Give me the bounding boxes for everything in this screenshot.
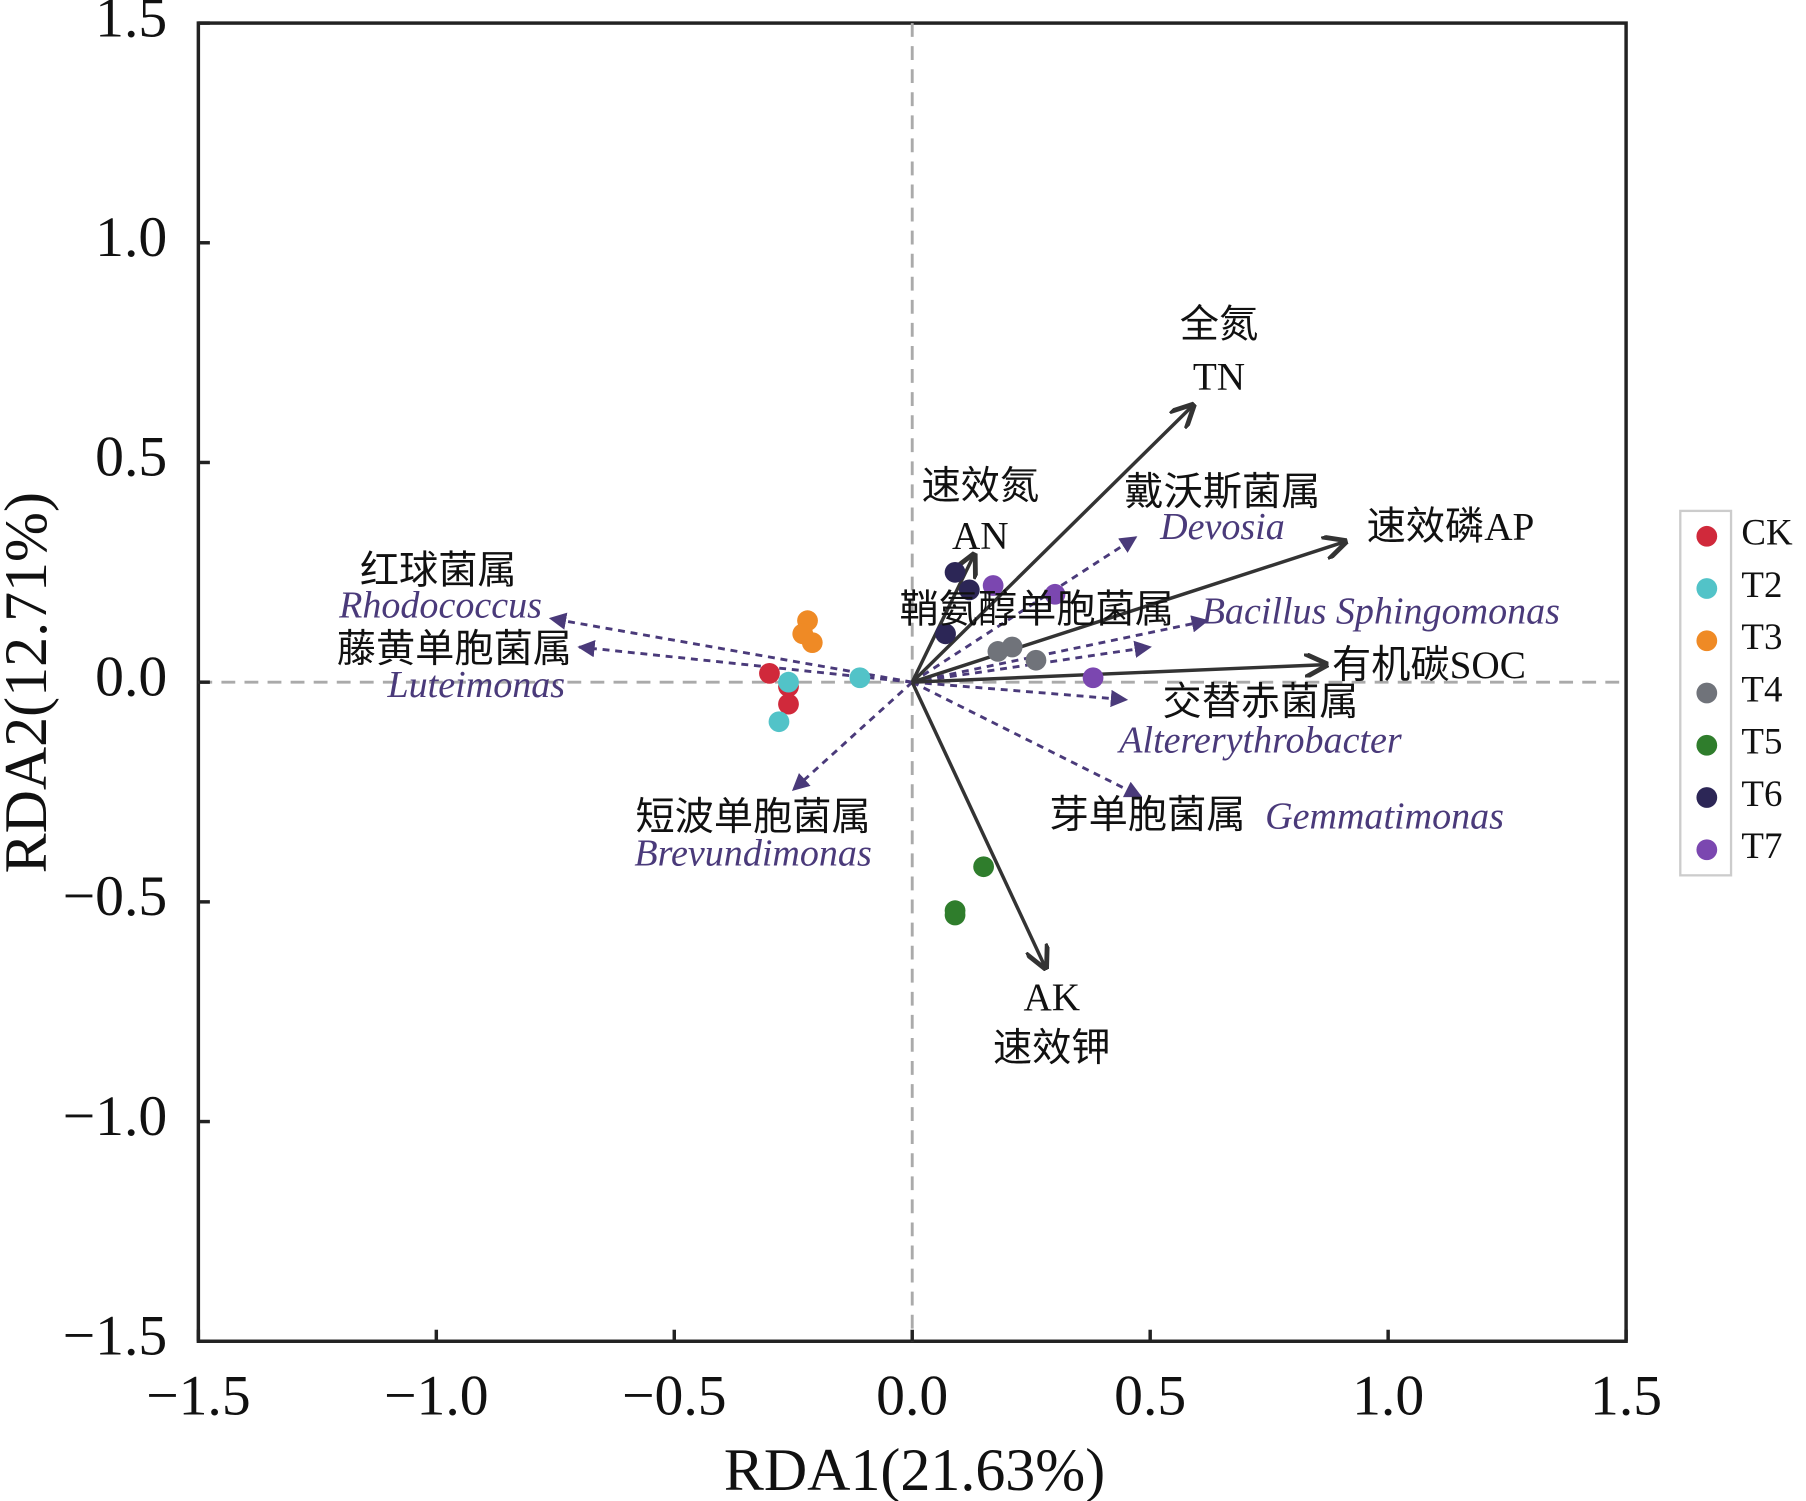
env-vector-AP	[911, 542, 1345, 684]
legend-label-t2: T2	[1741, 564, 1782, 605]
label-an-en: AN	[952, 515, 1009, 558]
x-tick-label: −1.0	[384, 1364, 489, 1427]
legend-label-t4: T4	[1741, 668, 1782, 709]
x-tick-label: 1.0	[1352, 1364, 1424, 1427]
label-sphingomonas-cn: 鞘氨醇单胞菌属	[900, 589, 1174, 632]
legend-marker-t6	[1696, 787, 1718, 808]
label-ap: 速效磷AP	[1367, 506, 1535, 549]
genus-vector-rhodococcus	[548, 612, 913, 684]
y-tick-label: −1.0	[63, 1085, 168, 1148]
label-devosia-cn: 戴沃斯菌属	[1124, 471, 1320, 514]
label-gemmatimonas-cn: 芽单胞菌属	[1049, 794, 1245, 837]
legend-label-ck: CK	[1741, 512, 1793, 553]
label-luteimonas-en: Luteimonas	[387, 664, 566, 706]
legend-marker-t2	[1696, 578, 1718, 599]
y-tick-label: 1.5	[95, 0, 167, 49]
y-tick-label: −1.5	[63, 1304, 168, 1367]
genus-vector-altererythrobacter	[912, 680, 1129, 708]
legend-label-t5: T5	[1741, 721, 1782, 762]
genus-vector-gemmatimonas	[911, 680, 1143, 798]
genus-vector-devosia	[911, 535, 1138, 684]
env-vector-TN	[911, 405, 1193, 684]
label-soc: 有机碳SOC	[1332, 644, 1526, 687]
point-t7	[1044, 583, 1066, 605]
label-altererythrobacter-cn: 交替赤菌属	[1162, 681, 1358, 724]
point-t4	[1025, 649, 1047, 671]
x-tick-label: −1.5	[146, 1364, 251, 1427]
label-rhodococcus-cn: 红球菌属	[360, 549, 517, 592]
point-t7	[1082, 667, 1104, 689]
point-t2	[778, 671, 799, 693]
genus-vector-brevundimonas	[791, 681, 914, 791]
legend-label-t7: T7	[1741, 825, 1782, 866]
legend-box	[1679, 509, 1733, 877]
x-axis-title: RDA1(21.63%)	[724, 1437, 1105, 1501]
point-t4	[1001, 636, 1023, 658]
y-axis-title: RDA2(12.71%)	[0, 492, 59, 873]
label-ak-en: AK	[1023, 976, 1080, 1019]
env-vector-SOC	[912, 665, 1326, 684]
point-ck	[778, 693, 799, 715]
label-brevundimonas-en: Brevundimonas	[634, 833, 871, 875]
point-t3	[801, 632, 823, 654]
env-vector-AK	[910, 681, 1045, 968]
point-t2	[849, 667, 871, 689]
x-tick-label: 0.0	[876, 1364, 948, 1427]
point-t5	[944, 904, 966, 926]
legend-marker-ck	[1696, 525, 1718, 547]
label-rhodococcus-en: Rhodococcus	[338, 585, 542, 627]
y-tick-label: −0.5	[63, 865, 168, 928]
legend-marker-t4	[1696, 682, 1718, 704]
legend: CK T2 T3 T4 T5 T6 T7	[1679, 509, 1793, 877]
y-tick-label: 0.5	[95, 426, 167, 489]
label-altererythrobacter-en: Altererythrobacter	[1116, 720, 1402, 762]
legend-marker-t5	[1696, 734, 1718, 756]
x-tick-label: 0.5	[1114, 1364, 1186, 1427]
legend-marker-t7	[1696, 839, 1718, 861]
point-t6	[958, 579, 980, 601]
label-ak-cn: 速效钾	[993, 1027, 1111, 1070]
label-brevundimonas-cn: 短波单胞菌属	[635, 796, 870, 839]
legend-marker-t3	[1696, 630, 1718, 652]
legend-label-t3: T3	[1741, 616, 1782, 657]
y-tick-label: 1.0	[95, 206, 167, 269]
x-tick-label: 1.5	[1590, 1364, 1662, 1427]
label-tn-cn: 全氮	[1180, 304, 1258, 347]
label-tn-en: TN	[1193, 356, 1245, 399]
point-t2	[768, 711, 790, 733]
label-an-cn: 速效氮	[921, 465, 1039, 508]
legend-label-t6: T6	[1741, 773, 1782, 814]
y-tick-label: 0.0	[95, 645, 167, 708]
label-sphingomonas-en: Bacillus Sphingomonas	[1202, 590, 1560, 632]
x-tick-label: −0.5	[622, 1364, 727, 1427]
point-t7	[982, 575, 1004, 596]
label-gemmatimonas-en: Gemmatimonas	[1265, 796, 1504, 838]
point-ck	[759, 663, 780, 684]
point-t6	[944, 561, 966, 583]
label-luteimonas-cn: 藤黄单胞菌属	[337, 628, 572, 671]
point-t5	[973, 856, 994, 878]
point-t6	[935, 623, 956, 645]
label-devosia-en: Devosia	[1159, 506, 1285, 548]
